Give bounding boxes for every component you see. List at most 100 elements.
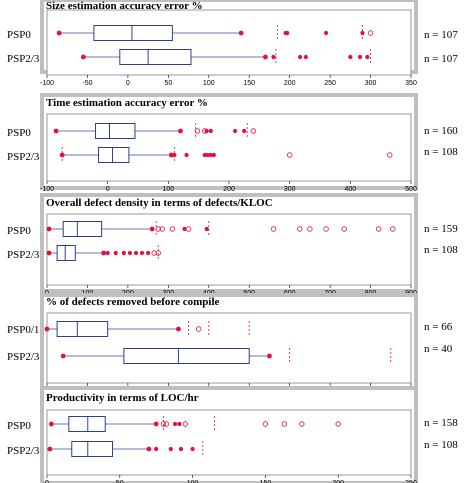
sample-size-label: n = 160 — [424, 125, 458, 137]
whisker-end-dot — [47, 446, 53, 452]
outlier-open-point — [160, 421, 167, 427]
whisker-end-dot — [153, 421, 159, 427]
x-tick-label: -100 — [40, 80, 54, 87]
x-tick-label: 250 — [324, 80, 336, 87]
panel-3: Overall defect density in terms of defec… — [7, 193, 458, 297]
whisker-end-dot — [60, 353, 66, 359]
x-tick-label: -50 — [82, 80, 92, 87]
x-tick-label: 100 — [187, 480, 199, 483]
iqr-box — [56, 321, 109, 337]
outlier-point — [105, 250, 110, 256]
outlier-point — [173, 421, 178, 427]
sample-size-label: n = 108 — [424, 146, 458, 158]
outlier-point — [184, 152, 189, 158]
outlier-point — [178, 446, 184, 452]
row-label: PSP0 — [7, 127, 31, 139]
outlier-point — [208, 152, 213, 158]
outlier-open-point — [375, 226, 382, 232]
whisker-end-dot — [46, 226, 52, 232]
outlier-point — [360, 30, 365, 36]
iqr-box — [98, 147, 130, 163]
row-label: PSP2/3 — [7, 151, 40, 163]
outlier-open-point — [367, 30, 374, 36]
whisker-end-dot — [81, 54, 86, 60]
outlier-open-point — [390, 226, 396, 232]
whisker-end-dot — [53, 128, 59, 134]
whisker-end-dot — [178, 128, 183, 134]
outlier-open-point — [335, 421, 341, 427]
outlier-point — [182, 226, 187, 232]
x-tick-label: -100 — [40, 186, 54, 193]
panel-5: Productivity in terms of LOC/hr 0 50 100 150… — [7, 386, 458, 483]
x-tick-label: 50 — [164, 80, 172, 87]
panel-1: Size estimation accuracy error % -100 -50 0… — [7, 0, 458, 87]
outlier-open-point — [182, 421, 189, 427]
whisker-end-dot — [168, 152, 174, 158]
row-label: PSP2/3 — [7, 351, 40, 363]
outlier-point — [242, 128, 247, 134]
sample-size-label: n = 40 — [424, 343, 453, 355]
sample-size-label: n = 108 — [424, 244, 458, 256]
outlier-point — [285, 30, 290, 36]
outlier-open-point — [169, 226, 176, 232]
whisker-end-dot — [56, 30, 62, 36]
outlier-open-point — [297, 226, 303, 232]
outlier-open-point — [195, 326, 202, 332]
outlier-point — [323, 30, 329, 36]
outlier-open-point — [155, 226, 161, 232]
outlier-open-point — [341, 226, 347, 232]
x-tick-label: 250 — [405, 480, 417, 483]
outlier-point — [232, 128, 238, 134]
x-tick-label: 50 — [116, 480, 124, 483]
sample-size-label: n = 107 — [424, 29, 458, 41]
plot-area — [46, 213, 412, 286]
outlier-open-point — [270, 226, 277, 232]
panel-4: % of defects removed before compile02040… — [7, 293, 453, 395]
x-tick-label: 0 — [126, 80, 130, 87]
outlier-open-point — [286, 152, 293, 158]
iqr-box — [62, 221, 103, 237]
whisker-end-dot — [263, 54, 268, 60]
outlier-point — [208, 128, 213, 134]
x-tick-label: 200 — [223, 186, 235, 193]
outlier-open-point — [151, 250, 157, 256]
outlier-point — [154, 446, 159, 452]
row-label: PSP0/1 — [7, 324, 39, 336]
iqr-box — [95, 123, 136, 139]
outlier-point — [204, 226, 209, 232]
outlier-open-point — [185, 226, 192, 232]
x-tick-label: 150 — [260, 480, 272, 483]
panel-2: Time estimation accuracy error % -100 0 100… — [7, 93, 458, 193]
iqr-box — [56, 245, 76, 261]
x-tick-label: 0 — [45, 480, 49, 483]
panel-title: Time estimation accuracy error % — [46, 97, 208, 109]
whisker-end-dot — [176, 326, 181, 332]
outlier-point — [348, 54, 353, 60]
row-label: PSP0 — [7, 29, 31, 41]
whisker-end-dot — [149, 226, 155, 232]
outlier-point — [121, 250, 126, 256]
outlier-point — [267, 353, 272, 359]
x-tick-label: 300 — [284, 186, 296, 193]
outlier-open-point — [387, 152, 393, 158]
outlier-point — [298, 54, 303, 60]
whisker-end-dot — [46, 250, 52, 256]
outlier-point — [146, 250, 151, 256]
outlier-open-point — [307, 226, 313, 232]
outlier-point — [204, 128, 209, 134]
outlier-open-point — [299, 421, 305, 427]
iqr-box — [93, 25, 173, 41]
outlier-point — [365, 54, 370, 60]
sample-size-label: n = 108 — [424, 439, 458, 451]
row-label: PSP2/3 — [7, 445, 40, 457]
outlier-open-point — [281, 421, 288, 427]
x-tick-label: 0 — [106, 186, 110, 193]
outlier-open-point — [155, 250, 161, 256]
outlier-open-point — [250, 128, 256, 134]
panel-title: Productivity in terms of LOC/hr — [46, 392, 199, 404]
panel-title: Size estimation accuracy error % — [46, 0, 203, 12]
outlier-point — [357, 54, 363, 60]
sample-size-label: n = 107 — [424, 53, 458, 65]
x-tick-label: 100 — [203, 80, 215, 87]
sample-size-label: n = 66 — [424, 321, 453, 333]
